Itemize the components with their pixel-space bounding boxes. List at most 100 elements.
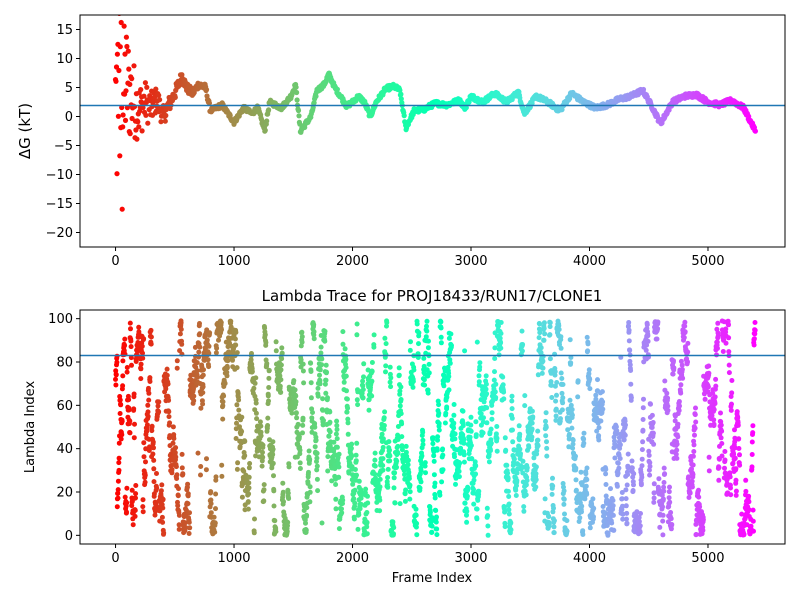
lambda-point [163, 386, 169, 392]
lambda-point [666, 495, 672, 501]
lambda-point [384, 323, 389, 329]
lambda-point [436, 427, 442, 433]
lambda-point [733, 477, 739, 483]
lambda-point [558, 370, 564, 376]
lambda-point [451, 425, 457, 431]
lambda-point [307, 489, 313, 495]
lambda-point [407, 482, 413, 488]
lambda-point [476, 379, 482, 385]
lambda-point [542, 496, 548, 502]
lambda-point [234, 350, 240, 356]
lambda-point [411, 367, 417, 373]
lambda-point [360, 395, 366, 401]
lambda-point [113, 372, 119, 378]
lambda-point [535, 443, 541, 449]
lambda-point [733, 466, 739, 472]
lambda-point [115, 478, 121, 484]
lambda-point [681, 335, 687, 340]
lambda-point [504, 462, 510, 468]
lambda-point [446, 335, 452, 341]
lambda-point [620, 503, 625, 509]
lambda-point [242, 438, 248, 444]
lambda-point [140, 355, 146, 361]
lambda-point [388, 375, 394, 381]
lambda-point [339, 510, 345, 516]
lambda-point [345, 431, 351, 437]
lambda-point [706, 468, 712, 474]
lambda-point [533, 477, 539, 483]
lambda-point [306, 469, 311, 475]
lambda-point [380, 467, 386, 473]
lambda-point [204, 456, 209, 462]
lambda-point [566, 431, 572, 437]
lambda-point [398, 397, 404, 402]
lambda-point [380, 456, 386, 462]
lambda-point [665, 407, 671, 413]
lambda-point [578, 469, 584, 475]
lambda-point [281, 499, 286, 505]
lambda-point [439, 479, 445, 485]
lambda-point [492, 389, 498, 395]
lambda-point [436, 410, 442, 416]
delta-g-point [131, 63, 137, 69]
lambda-point [467, 434, 473, 440]
lambda-point [258, 429, 264, 435]
lambda-point [530, 414, 536, 420]
lambda-point [732, 439, 738, 445]
lambda-point [686, 495, 692, 500]
lambda-point [166, 414, 172, 420]
delta-g-point [156, 92, 162, 98]
lambda-point [120, 358, 126, 364]
lambda-point [560, 400, 566, 406]
lambda-point [440, 452, 446, 458]
delta-g-point [398, 96, 404, 102]
lambda-point [484, 391, 490, 397]
lambda-point [483, 373, 489, 379]
lambda-point [128, 326, 133, 332]
lambda-point [113, 382, 119, 388]
lambda-point [176, 486, 181, 492]
lambda-point [432, 480, 438, 486]
lambda-point [659, 492, 665, 498]
lambda-point [164, 366, 170, 372]
lambda-point [140, 504, 146, 510]
lambda-point [156, 409, 162, 415]
lambda-point [452, 454, 457, 460]
lambda-point [612, 455, 618, 461]
lambda-point [584, 465, 590, 471]
lambda-point [448, 331, 454, 337]
lambda-point [451, 420, 457, 426]
lambda-point [265, 415, 271, 421]
lambda-point [327, 409, 333, 415]
lambda-point [505, 488, 511, 494]
lambda-point [115, 487, 121, 493]
lambda-point [340, 341, 346, 347]
lambda-point [334, 436, 340, 442]
lambda-point [716, 477, 722, 483]
lambda-point [141, 440, 147, 446]
lambda-point [492, 369, 497, 375]
lambda-point [626, 327, 632, 333]
lambda-point [254, 416, 260, 422]
lambda-point [315, 393, 321, 399]
lambda-point [473, 463, 479, 469]
delta-g-point [125, 48, 131, 54]
lambda-point [322, 328, 328, 334]
lambda-point [669, 522, 675, 527]
lambda-point [392, 500, 398, 506]
lambda-point [395, 437, 401, 442]
lambda-point [430, 441, 436, 447]
lambda-point [144, 426, 150, 432]
lambda-point [517, 431, 523, 437]
lambda-point [461, 459, 467, 465]
lambda-point [685, 349, 691, 355]
lambda-x-tick-label: 1000 [217, 551, 250, 566]
delta-g-y-tick-label: −5 [54, 139, 73, 154]
lambda-point [372, 471, 378, 477]
lambda-point [176, 512, 182, 518]
lambda-point [675, 434, 681, 440]
lambda-point [573, 453, 578, 459]
lambda-point [543, 433, 549, 439]
lambda-point [501, 396, 507, 402]
